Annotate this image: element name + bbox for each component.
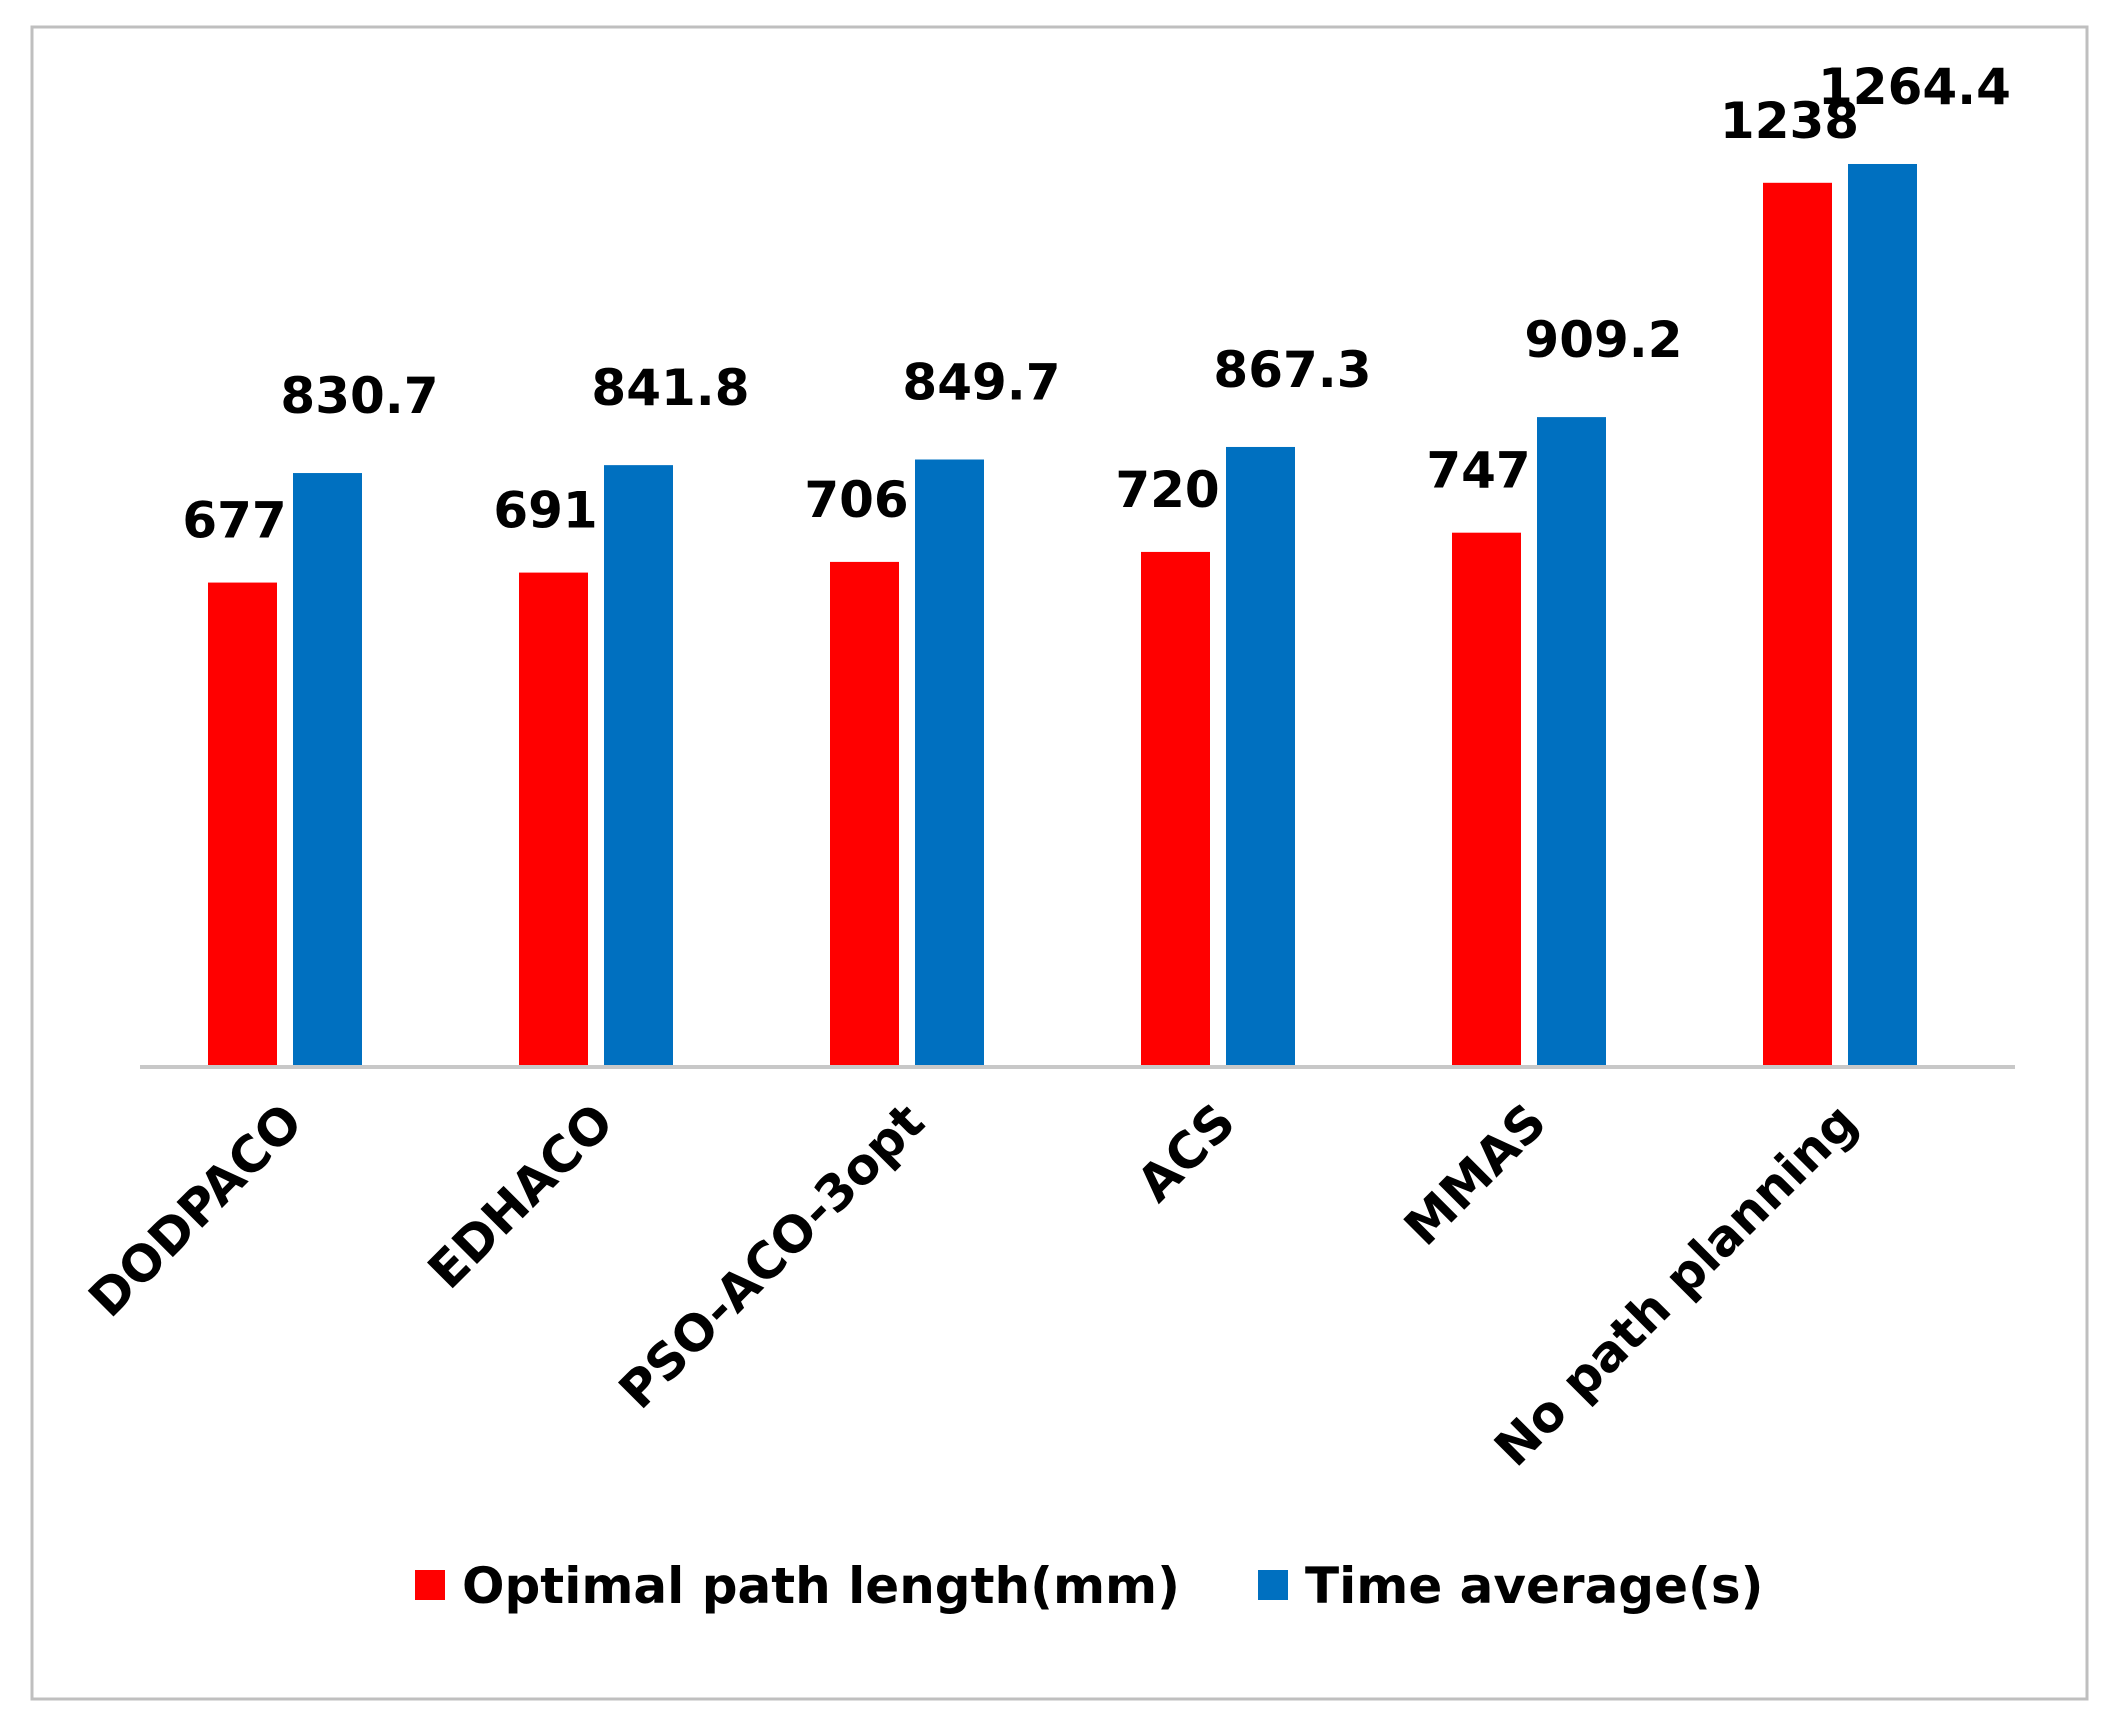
bar-optimal-path-length-mm-no-path-planning — [1763, 182, 1832, 1065]
legend-swatch-optimal-path-length — [415, 1570, 445, 1600]
bar-optimal-path-length-mm-dodpaco — [208, 582, 277, 1065]
bar-time-average-s-edhaco — [604, 465, 673, 1066]
bar-optimal-path-length-mm-pso-aco-3opt — [830, 561, 899, 1065]
value-label-optimal-path-length-mm-pso-aco-3opt: 706 — [804, 471, 908, 529]
value-label-time-average-s-mmas: 909.2 — [1524, 311, 1682, 369]
value-labels-layer: 677 830.7 691 841.8 706 849.7 720 867.3 747 909.2… — [182, 58, 2011, 550]
value-label-time-average-s-pso-aco-3opt: 849.7 — [902, 354, 1060, 412]
value-label-time-average-s-edhaco: 841.8 — [591, 359, 749, 417]
value-label-time-average-s-dodpaco: 830.7 — [280, 367, 438, 425]
legend-label-optimal-path-length: Optimal path length(mm) — [462, 1557, 1180, 1615]
bar-time-average-s-no-path-planning — [1848, 163, 1917, 1066]
value-label-time-average-s-no-path-planning: 1264.4 — [1818, 58, 2011, 116]
bar-time-average-s-mmas — [1537, 417, 1606, 1065]
legend-swatch-time-average — [1258, 1570, 1288, 1600]
value-label-time-average-s-acs: 867.3 — [1213, 341, 1371, 399]
bar-optimal-path-length-mm-mmas — [1452, 532, 1521, 1065]
value-label-optimal-path-length-mm-mmas: 747 — [1426, 442, 1530, 500]
bar-time-average-s-dodpaco — [293, 473, 362, 1065]
value-label-optimal-path-length-mm-no-path-planning: 1238 — [1720, 92, 1859, 150]
bar-optimal-path-length-mm-edhaco — [519, 572, 588, 1065]
chart-border — [30, 25, 2089, 1701]
legend-label-time-average: Time average(s) — [1305, 1557, 1763, 1615]
bars-layer — [208, 163, 1917, 1066]
legend: Optimal path length(mm) Time average(s) — [415, 1557, 1763, 1615]
value-label-optimal-path-length-mm-dodpaco: 677 — [182, 492, 286, 550]
bar-time-average-s-acs — [1226, 446, 1295, 1065]
value-label-optimal-path-length-mm-acs: 720 — [1115, 461, 1219, 519]
value-label-optimal-path-length-mm-edhaco: 691 — [493, 482, 597, 540]
bar-optimal-path-length-mm-acs — [1141, 551, 1210, 1065]
bar-time-average-s-pso-aco-3opt — [915, 459, 984, 1065]
